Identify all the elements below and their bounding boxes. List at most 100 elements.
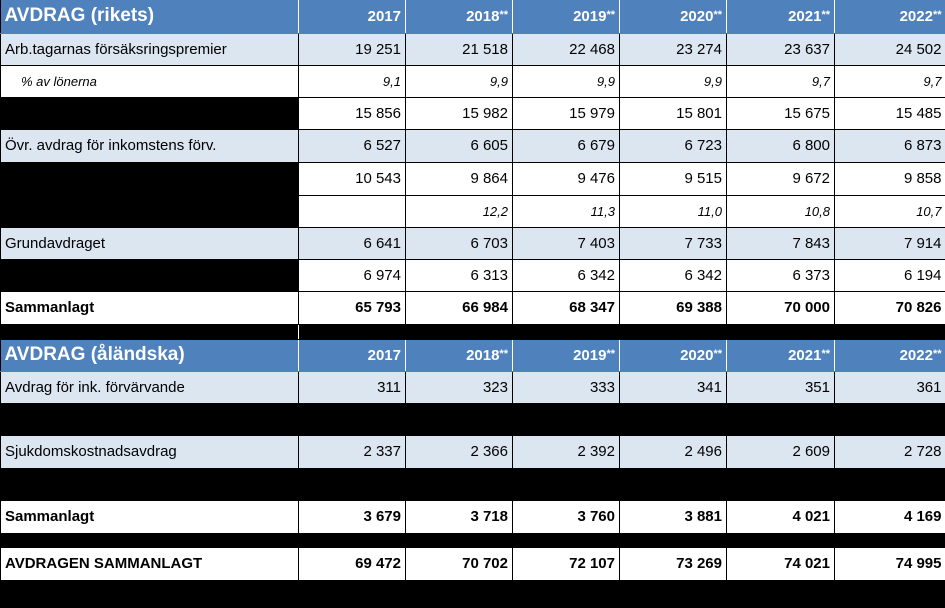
cell: 9,1 [298, 65, 406, 98]
row-label: Arb.tagarnas försäksringspremier [0, 33, 299, 66]
cell: 10,8 [726, 195, 835, 228]
total-cell: 3 881 [619, 500, 727, 534]
grand-total-row: AVDRAGEN SAMMANLAGT 69 472 70 702 72 107… [0, 547, 945, 581]
cell: 351 [726, 371, 835, 404]
total-label: Sammanlagt [0, 291, 299, 325]
cell: 24 502 [834, 33, 945, 66]
cell: 9 864 [405, 162, 513, 196]
cell [298, 195, 406, 228]
year-header: 2021** [726, 0, 835, 34]
cell: 10 543 [298, 162, 406, 196]
cell: 9 476 [512, 162, 620, 196]
cell: 7 403 [512, 227, 620, 260]
cell: 9,9 [512, 65, 620, 98]
section2-title: AVDRAG (åländska) [0, 339, 299, 372]
cell: 9 858 [834, 162, 945, 196]
row-label: Övr. avdrag för inkomstens förv. [0, 129, 299, 163]
redacted-label [0, 162, 299, 196]
section2-header-row: AVDRAG (åländska) 2017 2018** 2019** 202… [0, 339, 945, 372]
year-header: 2019** [512, 339, 620, 372]
cell: 6 342 [512, 259, 620, 292]
cell: 15 801 [619, 97, 727, 130]
grand-total-cell: 73 269 [619, 547, 727, 581]
cell: 2 496 [619, 435, 727, 469]
year-header: 2017 [298, 339, 406, 372]
grand-total-cell: 72 107 [512, 547, 620, 581]
cell: 6 373 [726, 259, 835, 292]
redacted-row [0, 468, 945, 501]
cell: 15 982 [405, 97, 513, 130]
cell: 9,7 [834, 65, 945, 98]
year-header: 2022** [834, 339, 945, 372]
total-cell: 68 347 [512, 291, 620, 325]
cell: 19 251 [298, 33, 406, 66]
cell: 6 641 [298, 227, 406, 260]
spacer-row [0, 533, 945, 548]
cell: 2 728 [834, 435, 945, 469]
grand-total-cell: 74 995 [834, 547, 945, 581]
cell: 11,3 [512, 195, 620, 228]
total-cell: 3 718 [405, 500, 513, 534]
cell: 15 675 [726, 97, 835, 130]
row-label: Grundavdraget [0, 227, 299, 260]
table-row: 10 543 9 864 9 476 9 515 9 672 9 858 [0, 162, 945, 196]
cell: 6 800 [726, 129, 835, 163]
cell: 2 609 [726, 435, 835, 469]
grand-total-cell: 74 021 [726, 547, 835, 581]
grand-total-cell: 69 472 [298, 547, 406, 581]
total-cell: 65 793 [298, 291, 406, 325]
section1-header-row: AVDRAG (rikets) 2017 2018** 2019** 2020*… [0, 0, 945, 34]
row-label: % av lönerna [0, 65, 299, 98]
cell: 7 914 [834, 227, 945, 260]
year-header: 2022** [834, 0, 945, 34]
cell: 341 [619, 371, 727, 404]
cell: 9 515 [619, 162, 727, 196]
total-cell: 69 388 [619, 291, 727, 325]
table-row: Grundavdraget 6 641 6 703 7 403 7 733 7 … [0, 227, 945, 260]
table-row: Avdrag för ink. förvärvande 311 323 333 … [0, 371, 945, 404]
cell: 21 518 [405, 33, 513, 66]
grand-total-cell: 70 702 [405, 547, 513, 581]
cell: 15 979 [512, 97, 620, 130]
cell: 15 856 [298, 97, 406, 130]
cell: 23 274 [619, 33, 727, 66]
cell: 7 733 [619, 227, 727, 260]
cell: 9 672 [726, 162, 835, 196]
table-row: Sjukdomskostnadsavdrag 2 337 2 366 2 392… [0, 435, 945, 469]
year-header: 2018** [405, 339, 513, 372]
cell: 6 974 [298, 259, 406, 292]
redacted-label [0, 195, 299, 228]
section2-total-row: Sammanlagt 3 679 3 718 3 760 3 881 4 021… [0, 500, 945, 534]
table-row: Övr. avdrag för inkomstens förv. 6 527 6… [0, 129, 945, 163]
cell: 12,2 [405, 195, 513, 228]
cell: 323 [405, 371, 513, 404]
deductions-table: AVDRAG (rikets) 2017 2018** 2019** 2020*… [0, 0, 945, 581]
cell: 6 679 [512, 129, 620, 163]
cell: 9,9 [619, 65, 727, 98]
cell: 6 873 [834, 129, 945, 163]
total-cell: 3 760 [512, 500, 620, 534]
cell: 6 194 [834, 259, 945, 292]
cell: 10,7 [834, 195, 945, 228]
spacer-row [0, 324, 945, 340]
total-label: Sammanlagt [0, 500, 299, 534]
year-header: 2017 [298, 0, 406, 34]
table-row: 15 856 15 982 15 979 15 801 15 675 15 48… [0, 97, 945, 130]
cell: 6 342 [619, 259, 727, 292]
cell: 23 637 [726, 33, 835, 66]
year-header: 2021** [726, 339, 835, 372]
row-label: Avdrag för ink. förvärvande [0, 371, 299, 404]
year-header: 2020** [619, 0, 727, 34]
cell: 2 337 [298, 435, 406, 469]
year-header: 2020** [619, 339, 727, 372]
total-cell: 3 679 [298, 500, 406, 534]
total-cell: 4 169 [834, 500, 945, 534]
cell: 333 [512, 371, 620, 404]
year-header: 2019** [512, 0, 620, 34]
total-cell: 70 826 [834, 291, 945, 325]
section1-title: AVDRAG (rikets) [0, 0, 299, 34]
redacted-label [0, 259, 299, 292]
cell: 6 723 [619, 129, 727, 163]
cell: 15 485 [834, 97, 945, 130]
cell: 361 [834, 371, 945, 404]
